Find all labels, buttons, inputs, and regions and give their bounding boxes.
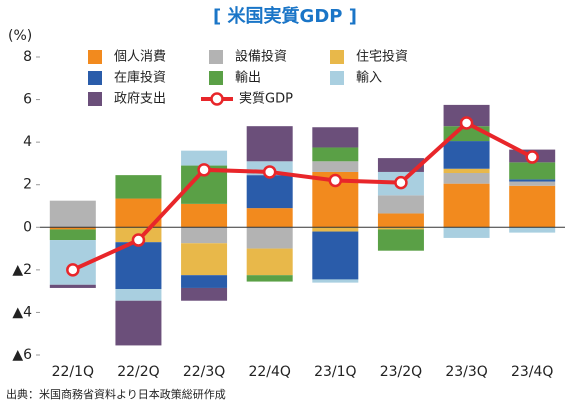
bar-segment — [115, 300, 162, 346]
gdp-point — [394, 175, 408, 190]
bar-segment — [181, 150, 228, 166]
bar-segment — [509, 185, 556, 228]
bar-segment — [443, 141, 490, 169]
gdp-point — [328, 173, 343, 188]
bar-segment — [509, 181, 556, 186]
bar-segment — [312, 227, 359, 232]
legend-swatch — [88, 92, 102, 106]
legend-label: 住宅投資 — [356, 49, 408, 65]
y-tick-label: 4 — [23, 134, 32, 150]
legend-label: 輸入 — [356, 71, 382, 86]
bar-segment — [312, 147, 359, 162]
gdp-point — [66, 263, 80, 277]
bar-segment — [246, 227, 293, 249]
bar-segment — [49, 284, 96, 288]
x-tick-label: 22/1Q — [52, 364, 94, 380]
bar-segment — [181, 243, 228, 276]
legend-swatch — [330, 71, 344, 85]
legend-label: 政府支出 — [114, 92, 166, 107]
source-note: 出典：米国商務省資料より日本政策総研作成 — [6, 387, 226, 401]
legend-swatch — [209, 71, 223, 85]
x-tick-label: 23/4Q — [511, 364, 553, 380]
y-tick-label: 0 — [23, 219, 32, 235]
x-tick-label: 23/1Q — [314, 364, 356, 380]
legend-label: 輸出 — [235, 71, 261, 86]
gdp-point — [197, 163, 211, 177]
legend-swatch — [209, 50, 223, 64]
gdp-point — [262, 165, 277, 179]
bar-segment — [377, 195, 424, 214]
bar-segment — [115, 175, 162, 199]
legend-marker — [210, 92, 224, 106]
bar-segment — [246, 126, 293, 162]
bar-segment — [443, 104, 490, 127]
gdp-point — [525, 150, 539, 164]
bar-segment — [312, 161, 359, 172]
bar-segment — [246, 208, 293, 228]
bar-segment — [49, 227, 96, 230]
x-tick-label: 22/4Q — [248, 364, 290, 380]
legend-label: 実質GDP — [239, 91, 293, 107]
x-tick-label: 22/2Q — [117, 364, 159, 380]
bar-segment — [509, 227, 556, 233]
gdp-line — [71, 120, 534, 272]
bar-segment — [49, 229, 96, 241]
chart-title: [ 米国実質GDP ] — [213, 5, 357, 27]
legend-swatch — [88, 71, 102, 85]
y-tick-label: ▲6 — [12, 347, 32, 363]
bar-segment — [246, 275, 293, 282]
legend-label: 在庫投資 — [114, 70, 166, 86]
legend-swatch — [88, 50, 102, 64]
bar-segment — [443, 183, 490, 228]
y-axis-label: (%) — [8, 28, 32, 44]
bar-segment — [115, 289, 162, 301]
bar-segment — [246, 248, 293, 276]
bar-segment — [443, 168, 490, 174]
bar-segment — [49, 200, 96, 228]
bar-segment — [443, 173, 490, 184]
legend-swatch — [330, 50, 344, 64]
bar-segment — [443, 227, 490, 238]
bar-segment — [312, 231, 359, 280]
y-tick-label: 6 — [23, 92, 32, 108]
y-tick-label: ▲4 — [12, 304, 32, 320]
bar-segment — [312, 279, 359, 283]
gdp-point — [131, 233, 146, 247]
bar-segment — [181, 227, 228, 244]
bar-segment — [509, 179, 556, 182]
bar-segment — [312, 127, 359, 148]
y-tick-label: ▲2 — [12, 262, 32, 278]
legend-label: 設備投資 — [235, 49, 287, 65]
bar-segment — [181, 275, 228, 288]
y-tick-label: 2 — [23, 177, 32, 193]
bar-segment — [377, 229, 424, 251]
bar-segment — [181, 203, 228, 228]
x-tick-label: 22/3Q — [183, 364, 225, 380]
gdp-point — [459, 116, 474, 130]
bar-segment — [509, 162, 556, 180]
legend-label: 個人消費 — [114, 50, 166, 65]
bar-segment — [377, 227, 424, 230]
y-tick-label: 8 — [23, 49, 32, 65]
bar-segment — [377, 213, 424, 228]
bar-segment — [181, 287, 228, 301]
x-tick-label: 23/2Q — [380, 364, 422, 380]
bar-segment — [377, 158, 424, 172]
bar-segment — [115, 242, 162, 290]
bar-segment — [246, 175, 293, 209]
x-tick-label: 23/3Q — [445, 364, 487, 380]
